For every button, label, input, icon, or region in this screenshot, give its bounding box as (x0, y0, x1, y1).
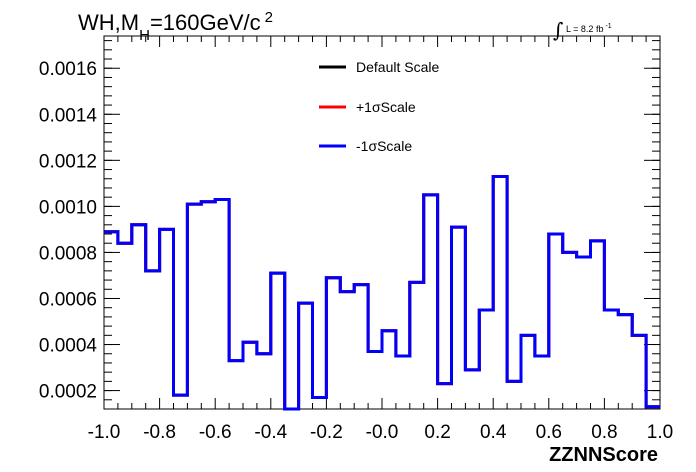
x-tick-label: 1.0 (647, 422, 673, 443)
lumi-label-text: L = 8.2 fb (566, 24, 603, 34)
y-tick-label: 0.0008 (39, 243, 97, 264)
x-tick-label: 0.4 (480, 422, 507, 443)
series-line-2 (104, 174, 660, 411)
y-tick-label: 0.0006 (39, 289, 97, 310)
axis-ticks (103, 36, 661, 410)
legend-label-2: -1σScale (356, 138, 412, 154)
histogram-series (104, 174, 660, 411)
lumi-label: L = 8.2 fb -1 (566, 23, 612, 34)
x-tick-label: 0.6 (536, 422, 562, 443)
x-tick-label: 0.2 (424, 422, 450, 443)
x-tick-label: -0.8 (143, 422, 176, 443)
y-tick-label: 0.0014 (39, 105, 98, 126)
x-tick-label: -1.0 (88, 422, 121, 443)
x-tick-label: -0.0 (366, 422, 399, 443)
chart-title-rest: =160GeV/c (150, 10, 261, 35)
chart-title-main: WH,M (78, 10, 139, 35)
x-tick-label: -0.2 (310, 422, 343, 443)
legend-label-0: Default Scale (356, 59, 439, 75)
y-tick-label: 0.0012 (39, 151, 97, 172)
axis-tick-labels: -1.0 -0.8 -0.6 -0.4 -0.2 -0.0 0.2 0.4 0.6 0.8 1.0 0… (39, 59, 673, 443)
y-tick-label: 0.0004 (39, 336, 98, 357)
legend: Default Scale +1σScale -1σScale (319, 59, 439, 154)
chart-title-superscript: 2 (265, 9, 273, 26)
x-axis-title: ZZNNScore (549, 444, 658, 466)
lumi-integral-symbol: ∫ (553, 18, 563, 42)
lumi-label-superscript: -1 (605, 23, 611, 30)
y-tick-label: 0.0010 (39, 197, 97, 218)
legend-label-1: +1σScale (356, 99, 416, 115)
x-tick-label: 0.8 (591, 422, 617, 443)
y-tick-label: 0.0016 (39, 59, 97, 80)
y-tick-label: 0.0002 (39, 382, 97, 403)
x-tick-label: -0.4 (254, 422, 287, 443)
x-tick-label: -0.6 (199, 422, 232, 443)
